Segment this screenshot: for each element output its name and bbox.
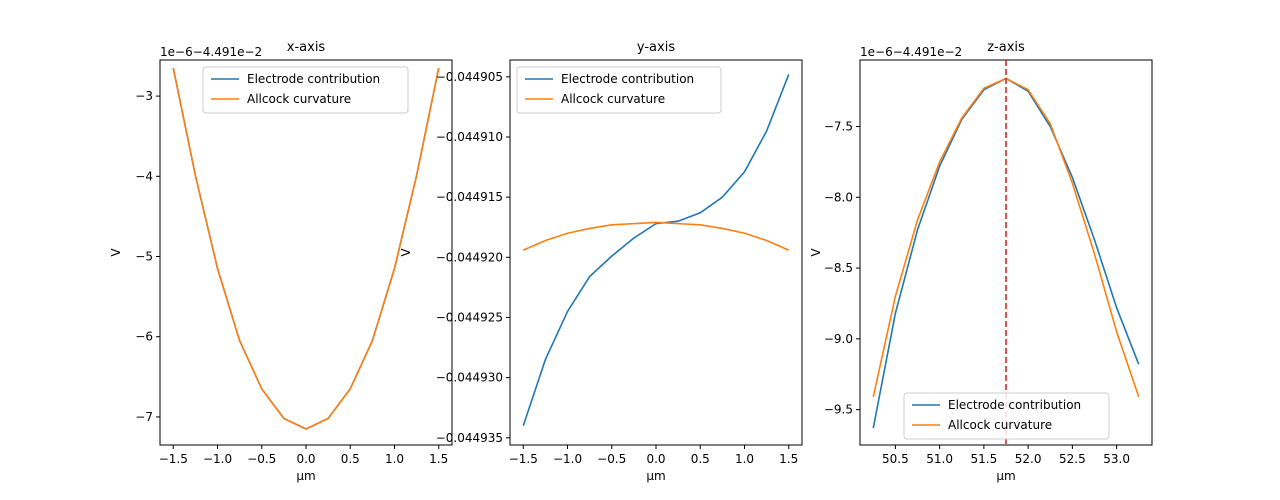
y-tick-label: −7.5: [824, 120, 853, 134]
x-tick-label: 51.0: [926, 452, 953, 466]
series-line-allcock: [172, 67, 440, 430]
x-tick-label: −1.5: [509, 452, 538, 466]
y-tick-label: −3: [135, 89, 153, 103]
legend: Electrode contribution Allcock curvature: [202, 66, 409, 114]
subplot-3: 50.5 51.0 51.5 52.0 52.5 53.0 −9.5 −9.0 −8.5 −8.0…: [809, 40, 1153, 483]
y-axis-label: V: [399, 248, 413, 257]
subplot-title: z-axis: [987, 40, 1025, 55]
x-axis-label: µm: [296, 469, 315, 483]
legend-box: [903, 392, 1110, 440]
plot-area: [159, 59, 453, 446]
x-tick-label: 0.5: [341, 452, 360, 466]
x-tick-label: −1.0: [203, 452, 232, 466]
y-tick-label: −7: [135, 410, 153, 424]
y-tick-label: −0.044920: [436, 250, 503, 264]
legend-entry-label: Electrode contribution: [561, 72, 694, 86]
y-tick-label: −0.044925: [436, 310, 503, 324]
plot-area: [509, 59, 803, 446]
y-offset-label: 1e−6−4.491e−2: [860, 45, 962, 59]
series-line-allcock: [522, 221, 790, 251]
subplot-title: y-axis: [637, 40, 675, 55]
x-tick-label: 1.5: [429, 452, 448, 466]
x-tick-label: 0.5: [691, 452, 710, 466]
x-tick-label: 0.0: [296, 452, 315, 466]
legend: Electrode contribution Allcock curvature: [516, 66, 722, 114]
x-axis-label: µm: [646, 469, 665, 483]
y-tick-label: −5: [135, 250, 153, 264]
y-tick-label: −9.5: [824, 403, 853, 417]
legend-entry-label: Allcock curvature: [948, 418, 1052, 432]
y-tick-label: −8.0: [824, 190, 853, 204]
legend-entry-label: Electrode contribution: [948, 398, 1081, 412]
y-tick-label: −8.5: [824, 261, 853, 275]
y-tick-label: −0.044915: [436, 190, 503, 204]
x-tick-label: 0.0: [646, 452, 665, 466]
x-tick-label: −0.5: [597, 452, 626, 466]
x-tick-label: −1.5: [159, 452, 188, 466]
x-tick-label: 50.5: [882, 452, 909, 466]
y-tick-label: −6: [135, 330, 153, 344]
x-tick-label: 52.0: [1015, 452, 1042, 466]
x-tick-label: 51.5: [971, 452, 998, 466]
x-tick-label: 53.0: [1103, 452, 1130, 466]
x-tick-label: 1.5: [779, 452, 798, 466]
legend-entry-label: Allcock curvature: [561, 92, 665, 106]
y-axis-label: V: [109, 248, 123, 257]
subplot-1: −1.5 −1.0 −0.5 0.0 0.5 1.0 1.5 −7 −6 −5 −4 −3 x-axis…: [109, 40, 453, 483]
y-tick-label: −0.044930: [436, 371, 503, 385]
subplot-2: −1.5 −1.0 −0.5 0.0 0.5 1.0 1.5 −0.044935 −0.0449…: [399, 40, 803, 483]
y-tick-label: −0.044910: [436, 130, 503, 144]
subplot-title: x-axis: [287, 40, 326, 55]
x-tick-label: −1.0: [553, 452, 582, 466]
y-offset-label: 1e−6−4.491e−2: [160, 45, 262, 59]
x-tick-label: 1.0: [385, 452, 404, 466]
x-axis-label: µm: [996, 469, 1015, 483]
x-tick-label: −0.5: [247, 452, 276, 466]
y-axis-label: V: [809, 248, 823, 257]
y-tick-label: −0.044905: [436, 70, 503, 84]
x-tick-label: 52.5: [1059, 452, 1086, 466]
legend-entry-label: Electrode contribution: [247, 72, 380, 86]
y-tick-label: −9.0: [824, 332, 853, 346]
legend: Electrode contribution Allcock curvature: [903, 392, 1110, 440]
legend-entry-label: Allcock curvature: [247, 92, 351, 106]
series-line-electrode: [522, 74, 790, 427]
x-tick-label: 1.0: [735, 452, 754, 466]
y-tick-label: −0.044935: [436, 431, 503, 445]
legend-box: [202, 66, 409, 114]
y-tick-label: −4: [135, 169, 153, 183]
legend-box: [516, 66, 722, 114]
